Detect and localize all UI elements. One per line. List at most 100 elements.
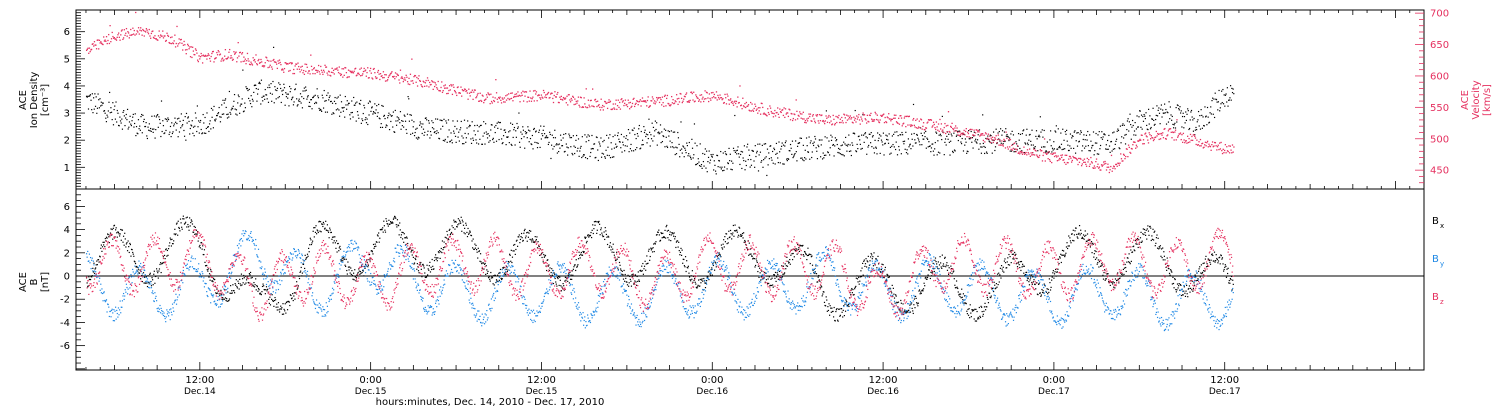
bx-point [477,257,479,259]
density-point [362,112,364,115]
bx-point [541,256,543,259]
bx-point [678,249,680,252]
bx-point [395,224,397,226]
bx-point [811,264,814,266]
density-point [281,90,283,92]
velocity-point [90,48,93,51]
velocity-point [249,63,251,66]
density-point [188,120,190,123]
velocity-point [865,119,867,121]
bx-point [586,240,588,243]
density-point [622,141,624,143]
velocity-point [925,127,928,129]
velocity-point [325,66,327,68]
density-point [354,104,356,106]
density-point [508,142,510,144]
density-point [909,144,911,146]
density-point [1073,147,1075,150]
bx-point [309,244,311,246]
density-point [423,134,425,136]
velocity-point [908,115,911,117]
density-point [214,120,216,122]
density-point [246,87,248,90]
bx-point [379,237,381,239]
velocity-point [1090,156,1092,159]
bx-point [296,281,298,283]
density-point [93,97,95,99]
bx-point [581,254,584,256]
density-point [712,153,714,156]
velocity-point [456,94,458,97]
velocity-point [510,92,512,94]
velocity-point [673,102,676,104]
bx-point [502,267,504,269]
velocity-point [1001,144,1004,146]
velocity-point [943,126,945,129]
bx-point [333,240,335,242]
bx-point [795,248,798,250]
velocity-point [1061,154,1064,156]
velocity-point [1132,144,1134,146]
velocity-point [476,94,478,96]
bx-point [159,262,162,264]
velocity-point [909,124,911,126]
velocity-point [1168,128,1170,130]
bx-point [511,261,513,264]
density-point [317,97,320,99]
bx-point [500,277,502,279]
density-point [898,149,901,151]
density-point [1007,136,1009,138]
bx-point [776,272,778,274]
bx-point [274,299,277,301]
density-point [469,124,471,126]
density-point [827,151,829,153]
density-point [869,133,871,135]
density-point [1221,90,1223,92]
density-point [893,146,895,148]
density-point [331,102,334,104]
velocity-point [261,65,264,67]
density-point [919,144,921,146]
density-point [189,133,191,135]
velocity-point [1051,153,1054,155]
density-point [452,130,455,132]
density-point [811,156,813,159]
density-point [157,113,159,116]
density-point [1044,146,1046,148]
velocity-point [757,112,759,114]
bx-point [399,229,401,231]
bx-point [416,268,418,270]
bx-point [539,254,541,257]
b-tick-label: 6 [64,202,70,213]
bx-point [115,229,117,231]
density-point [134,122,136,125]
density-point [498,138,500,141]
bx-point [618,261,621,264]
velocity-point [1043,138,1046,140]
velocity-point [1186,135,1189,137]
velocity-point [697,97,699,99]
velocity-point [814,120,816,122]
velocity-point [1229,145,1232,147]
velocity-point [732,104,735,106]
bottom-frame [75,188,1425,371]
velocity-point [762,106,764,109]
bx-point [528,229,531,232]
velocity-point [506,94,508,96]
velocity-point [262,64,264,67]
velocity-point [401,77,404,80]
velocity-point [1067,162,1069,164]
bx-point [621,273,623,275]
velocity-point [638,100,641,103]
bx-point [453,219,455,221]
bx-point [528,232,530,234]
velocity-point [241,53,243,55]
bx-point [111,234,113,236]
density-point [791,140,794,142]
density-point [1005,135,1007,137]
velocity-point [683,98,685,100]
velocity-point [791,113,793,115]
velocity-point [341,68,343,70]
velocity-point [229,57,232,59]
bx-point [206,264,208,267]
